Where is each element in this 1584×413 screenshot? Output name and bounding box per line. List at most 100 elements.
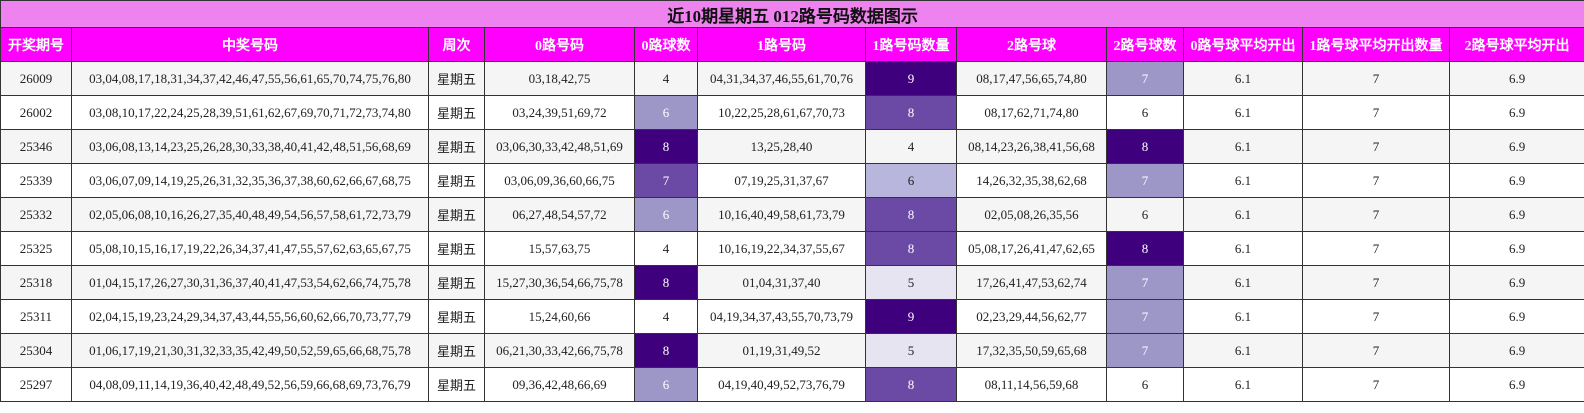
route0-average-cell: 6.1: [1183, 333, 1303, 368]
data-table: 近10期星期五 012路号码数据图示 开奖期号 中奖号码 周次 0路号码 0路球数 1路号…: [0, 0, 1584, 402]
route1-numbers-cell: 01,19,31,49,52: [697, 333, 866, 368]
winning-numbers-cell: 02,05,06,08,10,16,26,27,35,40,48,49,54,5…: [71, 197, 429, 232]
route2-numbers-cell: 08,11,14,56,59,68: [956, 367, 1107, 402]
route0-average-cell: 6.1: [1183, 367, 1303, 402]
route2-average-cell: 6.9: [1448, 61, 1584, 96]
route0-count-cell: 8: [634, 129, 698, 164]
column-header-winning-numbers: 中奖号码: [71, 27, 429, 62]
route2-numbers-cell: 17,26,41,47,53,62,74: [956, 265, 1107, 300]
column-header-route2-numbers: 2路号球: [956, 27, 1107, 62]
route2-count-cell: 8: [1106, 129, 1184, 164]
route2-count-cell: 7: [1106, 163, 1184, 198]
route0-count-cell: 6: [634, 95, 698, 130]
column-header-route0-average: 0路号球平均开出: [1183, 27, 1303, 62]
route1-count-cell: 5: [865, 333, 957, 368]
route1-count-cell: 8: [865, 231, 957, 266]
table-row: 26009 03,04,08,17,18,31,34,37,42,46,47,55…: [0, 61, 1584, 96]
weekday-cell: 星期五: [428, 197, 485, 232]
route1-count-cell: 4: [865, 129, 957, 164]
route2-average-cell: 6.9: [1448, 197, 1584, 232]
column-header-route2-count: 2路号球数: [1106, 27, 1184, 62]
table-row: 25304 01,06,17,19,21,30,31,32,33,35,42,49…: [0, 333, 1584, 368]
route0-average-cell: 6.1: [1183, 197, 1303, 232]
route1-numbers-cell: 13,25,28,40: [697, 129, 866, 164]
period-cell: 25332: [0, 197, 72, 232]
route1-average-cell: 7: [1302, 163, 1450, 198]
winning-numbers-cell: 03,04,08,17,18,31,34,37,42,46,47,55,56,6…: [71, 61, 429, 96]
weekday-cell: 星期五: [428, 163, 485, 198]
route2-numbers-cell: 02,05,08,26,35,56: [956, 197, 1107, 232]
route1-count-cell: 8: [865, 367, 957, 402]
route2-numbers-cell: 17,32,35,50,59,65,68: [956, 333, 1107, 368]
winning-numbers-cell: 03,06,07,09,14,19,25,26,31,32,35,36,37,3…: [71, 163, 429, 198]
route2-numbers-cell: 02,23,29,44,56,62,77: [956, 299, 1107, 334]
route2-average-cell: 6.9: [1448, 265, 1584, 300]
route1-count-cell: 8: [865, 197, 957, 232]
route1-numbers-cell: 10,16,19,22,34,37,55,67: [697, 231, 866, 266]
route1-numbers-cell: 04,31,34,37,46,55,61,70,76: [697, 61, 866, 96]
route0-numbers-cell: 15,27,30,36,54,66,75,78: [484, 265, 635, 300]
weekday-cell: 星期五: [428, 333, 485, 368]
weekday-cell: 星期五: [428, 95, 485, 130]
route0-count-cell: 4: [634, 61, 698, 96]
winning-numbers-cell: 03,06,08,13,14,23,25,26,28,30,33,38,40,4…: [71, 129, 429, 164]
route1-numbers-cell: 07,19,25,31,37,67: [697, 163, 866, 198]
table-body: 26009 03,04,08,17,18,31,34,37,42,46,47,55…: [0, 61, 1584, 402]
route0-numbers-cell: 09,36,42,48,66,69: [484, 367, 635, 402]
period-cell: 25304: [0, 333, 72, 368]
route0-numbers-cell: 03,06,30,33,42,48,51,69: [484, 129, 635, 164]
column-header-weekday: 周次: [428, 27, 485, 62]
weekday-cell: 星期五: [428, 265, 485, 300]
route1-numbers-cell: 04,19,40,49,52,73,76,79: [697, 367, 866, 402]
route0-numbers-cell: 06,21,30,33,42,66,75,78: [484, 333, 635, 368]
route0-numbers-cell: 03,06,09,36,60,66,75: [484, 163, 635, 198]
route0-average-cell: 6.1: [1183, 95, 1303, 130]
route0-average-cell: 6.1: [1183, 163, 1303, 198]
table-row: 25318 01,04,15,17,26,27,30,31,36,37,40,41…: [0, 265, 1584, 300]
column-header-route1-average: 1路号球平均开出数量: [1302, 27, 1450, 62]
column-header-route1-count: 1路号码数量: [865, 27, 957, 62]
route1-average-cell: 7: [1302, 265, 1450, 300]
route1-count-cell: 8: [865, 95, 957, 130]
route1-count-cell: 5: [865, 265, 957, 300]
route1-average-cell: 7: [1302, 61, 1450, 96]
weekday-cell: 星期五: [428, 61, 485, 96]
route1-count-cell: 9: [865, 299, 957, 334]
route0-count-cell: 4: [634, 231, 698, 266]
winning-numbers-cell: 02,04,15,19,23,24,29,34,37,43,44,55,56,6…: [71, 299, 429, 334]
table-title: 近10期星期五 012路号码数据图示: [0, 0, 1584, 28]
route2-numbers-cell: 14,26,32,35,38,62,68: [956, 163, 1107, 198]
route1-average-cell: 7: [1302, 367, 1450, 402]
route1-average-cell: 7: [1302, 197, 1450, 232]
route0-numbers-cell: 03,18,42,75: [484, 61, 635, 96]
route2-count-cell: 7: [1106, 299, 1184, 334]
winning-numbers-cell: 01,04,15,17,26,27,30,31,36,37,40,41,47,5…: [71, 265, 429, 300]
route2-numbers-cell: 08,14,23,26,38,41,56,68: [956, 129, 1107, 164]
period-cell: 25297: [0, 367, 72, 402]
winning-numbers-cell: 01,06,17,19,21,30,31,32,33,35,42,49,50,5…: [71, 333, 429, 368]
route0-count-cell: 8: [634, 333, 698, 368]
table-row: 25311 02,04,15,19,23,24,29,34,37,43,44,55…: [0, 299, 1584, 334]
table-row: 25332 02,05,06,08,10,16,26,27,35,40,48,49…: [0, 197, 1584, 232]
weekday-cell: 星期五: [428, 299, 485, 334]
route1-count-cell: 6: [865, 163, 957, 198]
column-header-period: 开奖期号: [0, 27, 72, 62]
route0-average-cell: 6.1: [1183, 231, 1303, 266]
route2-average-cell: 6.9: [1448, 95, 1584, 130]
route1-numbers-cell: 10,22,25,28,61,67,70,73: [697, 95, 866, 130]
column-header-route1-numbers: 1路号码: [697, 27, 866, 62]
winning-numbers-cell: 05,08,10,15,16,17,19,22,26,34,37,41,47,5…: [71, 231, 429, 266]
weekday-cell: 星期五: [428, 367, 485, 402]
table-row: 25346 03,06,08,13,14,23,25,26,28,30,33,38…: [0, 129, 1584, 164]
route1-numbers-cell: 10,16,40,49,58,61,73,79: [697, 197, 866, 232]
route2-average-cell: 6.9: [1448, 129, 1584, 164]
route0-count-cell: 8: [634, 265, 698, 300]
period-cell: 25339: [0, 163, 72, 198]
route0-numbers-cell: 03,24,39,51,69,72: [484, 95, 635, 130]
winning-numbers-cell: 04,08,09,11,14,19,36,40,42,48,49,52,56,5…: [71, 367, 429, 402]
route0-count-cell: 6: [634, 367, 698, 402]
weekday-cell: 星期五: [428, 129, 485, 164]
route0-count-cell: 4: [634, 299, 698, 334]
route2-numbers-cell: 08,17,47,56,65,74,80: [956, 61, 1107, 96]
route2-average-cell: 6.9: [1448, 333, 1584, 368]
